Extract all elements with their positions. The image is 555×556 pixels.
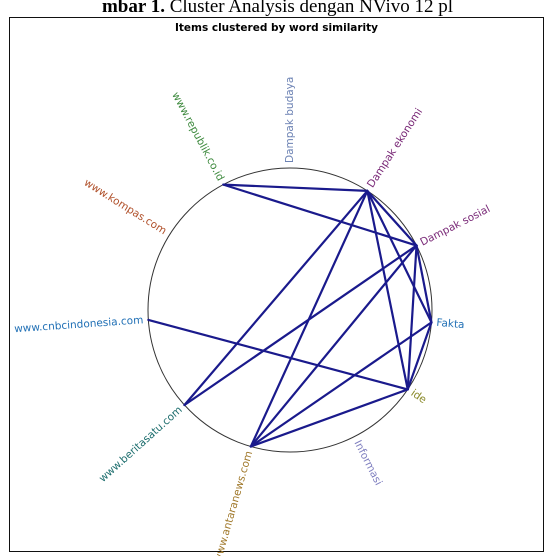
figure-caption-prefix: mbar 1.	[101, 0, 165, 17]
edge-ekonomi-sosial	[366, 189, 418, 247]
figure-caption-text: Cluster Analysis dengan NVivo 12 pl	[164, 0, 454, 17]
node-label-fakta: Fakta	[436, 317, 465, 331]
diagram-frame: Items clustered by word similarity	[9, 17, 544, 552]
node-label-antara: www.antaranews.com	[212, 450, 255, 556]
node-label-ide: ide	[409, 387, 429, 406]
figure-caption: mbar 1. Cluster Analysis dengan NVivo 12…	[0, 0, 555, 18]
edge-republik-ekonomi	[222, 183, 369, 193]
edge-ide-antara	[249, 388, 409, 448]
edge-ekonomi-beritasatu	[183, 189, 369, 407]
node-label-budaya: Dampak budaya	[284, 77, 296, 163]
node-label-ekonomi: Dampak ekonomi	[365, 106, 425, 190]
edge-sosial-ide	[406, 244, 418, 391]
edge-cnbc-ide	[147, 318, 409, 391]
node-label-cnbc: www.cnbcindonesia.com	[14, 314, 144, 335]
node-label-informasi: Informasi	[351, 438, 384, 487]
edge-republik-sosial	[222, 183, 418, 247]
edge-sosial-fakta	[415, 244, 433, 324]
edge-fakta-antara	[249, 321, 433, 448]
edge-sosial-antara	[249, 244, 418, 448]
edge-sosial-beritasatu	[183, 244, 418, 407]
edge-ekonomi-ide	[366, 189, 409, 391]
node-label-kompas: www.kompas.com	[82, 177, 169, 237]
node-label-sosial: Dampak sosial	[418, 203, 492, 249]
cluster-circle	[147, 167, 433, 453]
edge-fakta-ide	[406, 321, 433, 391]
node-label-beritasatu: www.beritasatu.com	[97, 404, 185, 485]
diagram-title: Items clustered by word similarity	[174, 22, 379, 34]
node-label-republik: www.republik.co.id	[169, 90, 226, 183]
